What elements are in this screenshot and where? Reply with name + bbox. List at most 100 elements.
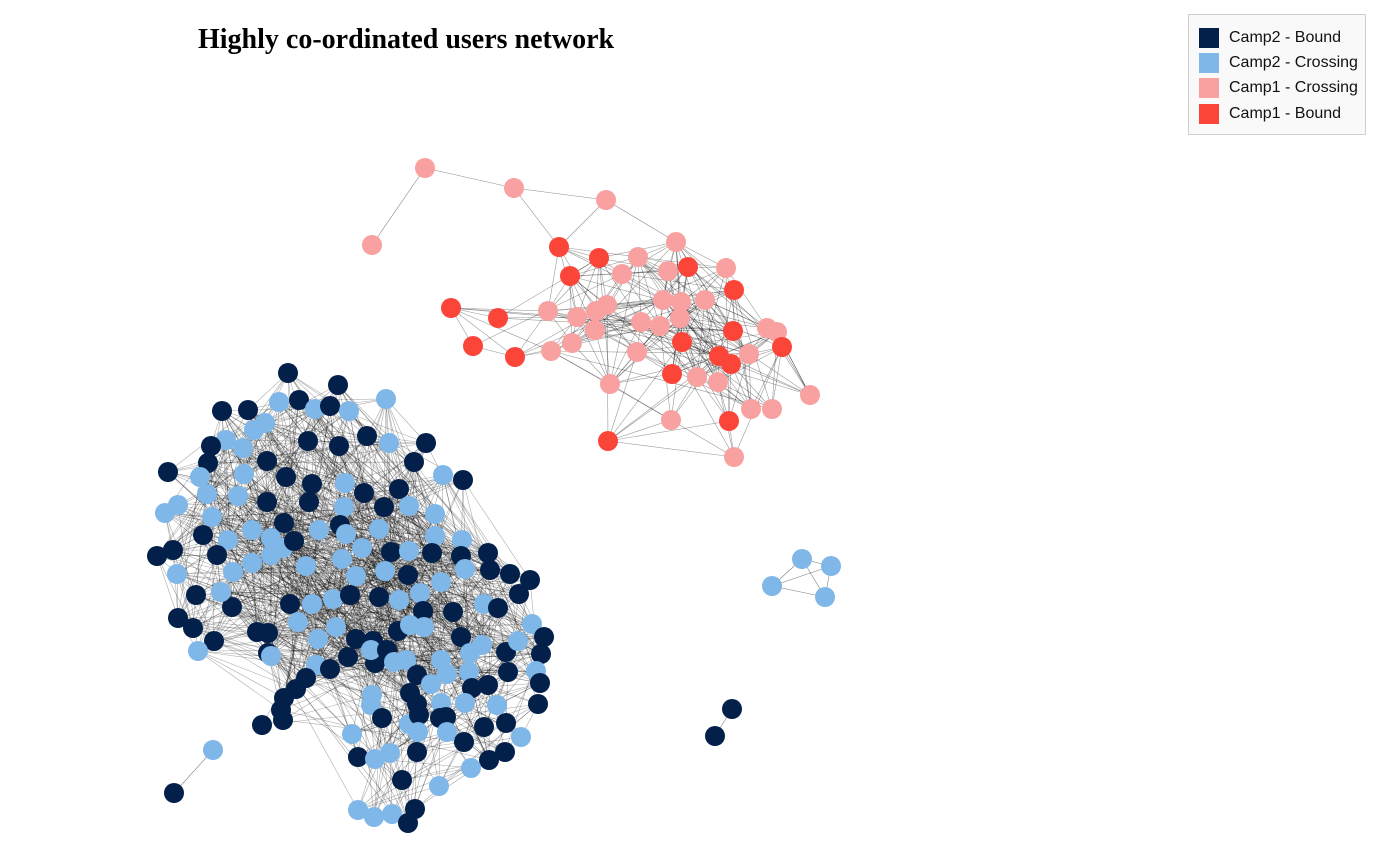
network-node[interactable]: [218, 530, 238, 550]
network-node[interactable]: [211, 582, 231, 602]
network-node[interactable]: [413, 601, 433, 621]
network-node[interactable]: [678, 257, 698, 277]
network-node[interactable]: [671, 292, 691, 312]
network-node[interactable]: [346, 566, 366, 586]
network-node[interactable]: [408, 722, 428, 742]
network-node[interactable]: [567, 307, 587, 327]
network-node[interactable]: [404, 452, 424, 472]
network-node[interactable]: [560, 266, 580, 286]
network-node[interactable]: [455, 693, 475, 713]
network-node[interactable]: [739, 344, 759, 364]
network-node[interactable]: [389, 479, 409, 499]
network-node[interactable]: [504, 178, 524, 198]
network-node[interactable]: [212, 401, 232, 421]
network-node[interactable]: [242, 520, 262, 540]
network-node[interactable]: [508, 631, 528, 651]
network-node[interactable]: [352, 538, 372, 558]
network-node[interactable]: [183, 618, 203, 638]
network-node[interactable]: [233, 438, 253, 458]
network-node[interactable]: [815, 587, 835, 607]
network-node[interactable]: [762, 399, 782, 419]
network-node[interactable]: [530, 673, 550, 693]
network-node[interactable]: [168, 495, 188, 515]
network-node[interactable]: [792, 549, 812, 569]
network-node[interactable]: [164, 783, 184, 803]
network-node[interactable]: [488, 308, 508, 328]
network-node[interactable]: [627, 342, 647, 362]
network-node[interactable]: [474, 717, 494, 737]
network-node[interactable]: [723, 321, 743, 341]
network-node[interactable]: [589, 248, 609, 268]
network-node[interactable]: [348, 800, 368, 820]
network-node[interactable]: [365, 749, 385, 769]
network-node[interactable]: [288, 612, 308, 632]
network-node[interactable]: [421, 674, 441, 694]
network-node[interactable]: [216, 430, 236, 450]
legend-item-camp2-crossing[interactable]: Camp2 - Crossing: [1199, 50, 1365, 75]
network-node[interactable]: [280, 594, 300, 614]
network-node[interactable]: [596, 190, 616, 210]
network-node[interactable]: [222, 597, 242, 617]
network-node[interactable]: [298, 431, 318, 451]
network-node[interactable]: [257, 492, 277, 512]
network-node[interactable]: [381, 542, 401, 562]
network-node[interactable]: [662, 364, 682, 384]
network-node[interactable]: [190, 467, 210, 487]
network-node[interactable]: [534, 627, 554, 647]
network-node[interactable]: [480, 560, 500, 580]
network-node[interactable]: [495, 742, 515, 762]
network-node[interactable]: [269, 392, 289, 412]
network-node[interactable]: [302, 474, 322, 494]
network-node[interactable]: [600, 374, 620, 394]
network-node[interactable]: [538, 301, 558, 321]
network-node[interactable]: [193, 525, 213, 545]
network-node[interactable]: [452, 530, 472, 550]
network-node[interactable]: [437, 664, 457, 684]
network-node[interactable]: [320, 396, 340, 416]
network-node[interactable]: [586, 301, 606, 321]
network-node[interactable]: [335, 473, 355, 493]
network-node[interactable]: [398, 565, 418, 585]
network-node[interactable]: [585, 320, 605, 340]
network-node[interactable]: [821, 556, 841, 576]
network-node[interactable]: [376, 389, 396, 409]
network-node[interactable]: [415, 158, 435, 178]
network-node[interactable]: [459, 662, 479, 682]
network-node[interactable]: [361, 640, 381, 660]
network-node[interactable]: [323, 589, 343, 609]
network-node[interactable]: [348, 747, 368, 767]
network-node[interactable]: [167, 564, 187, 584]
network-node[interactable]: [598, 431, 618, 451]
network-node[interactable]: [207, 545, 227, 565]
network-node[interactable]: [389, 590, 409, 610]
network-node[interactable]: [334, 497, 354, 517]
network-node[interactable]: [455, 559, 475, 579]
network-node[interactable]: [410, 583, 430, 603]
network-node[interactable]: [661, 410, 681, 430]
network-node[interactable]: [329, 436, 349, 456]
network-node[interactable]: [276, 467, 296, 487]
network-node[interactable]: [653, 290, 673, 310]
network-node[interactable]: [443, 602, 463, 622]
network-node[interactable]: [257, 451, 277, 471]
network-node[interactable]: [687, 367, 707, 387]
network-node[interactable]: [425, 504, 445, 524]
network-node[interactable]: [399, 496, 419, 516]
network-node[interactable]: [340, 585, 360, 605]
network-node[interactable]: [328, 375, 348, 395]
network-node[interactable]: [562, 333, 582, 353]
network-node[interactable]: [369, 587, 389, 607]
network-node[interactable]: [666, 232, 686, 252]
network-node[interactable]: [296, 556, 316, 576]
network-node[interactable]: [461, 758, 481, 778]
network-node[interactable]: [762, 576, 782, 596]
network-node[interactable]: [188, 641, 208, 661]
network-node[interactable]: [453, 470, 473, 490]
network-node[interactable]: [488, 598, 508, 618]
network-node[interactable]: [398, 813, 418, 833]
network-node[interactable]: [437, 722, 457, 742]
network-node[interactable]: [305, 399, 325, 419]
network-node[interactable]: [364, 807, 384, 827]
network-node[interactable]: [612, 264, 632, 284]
network-node[interactable]: [800, 385, 820, 405]
